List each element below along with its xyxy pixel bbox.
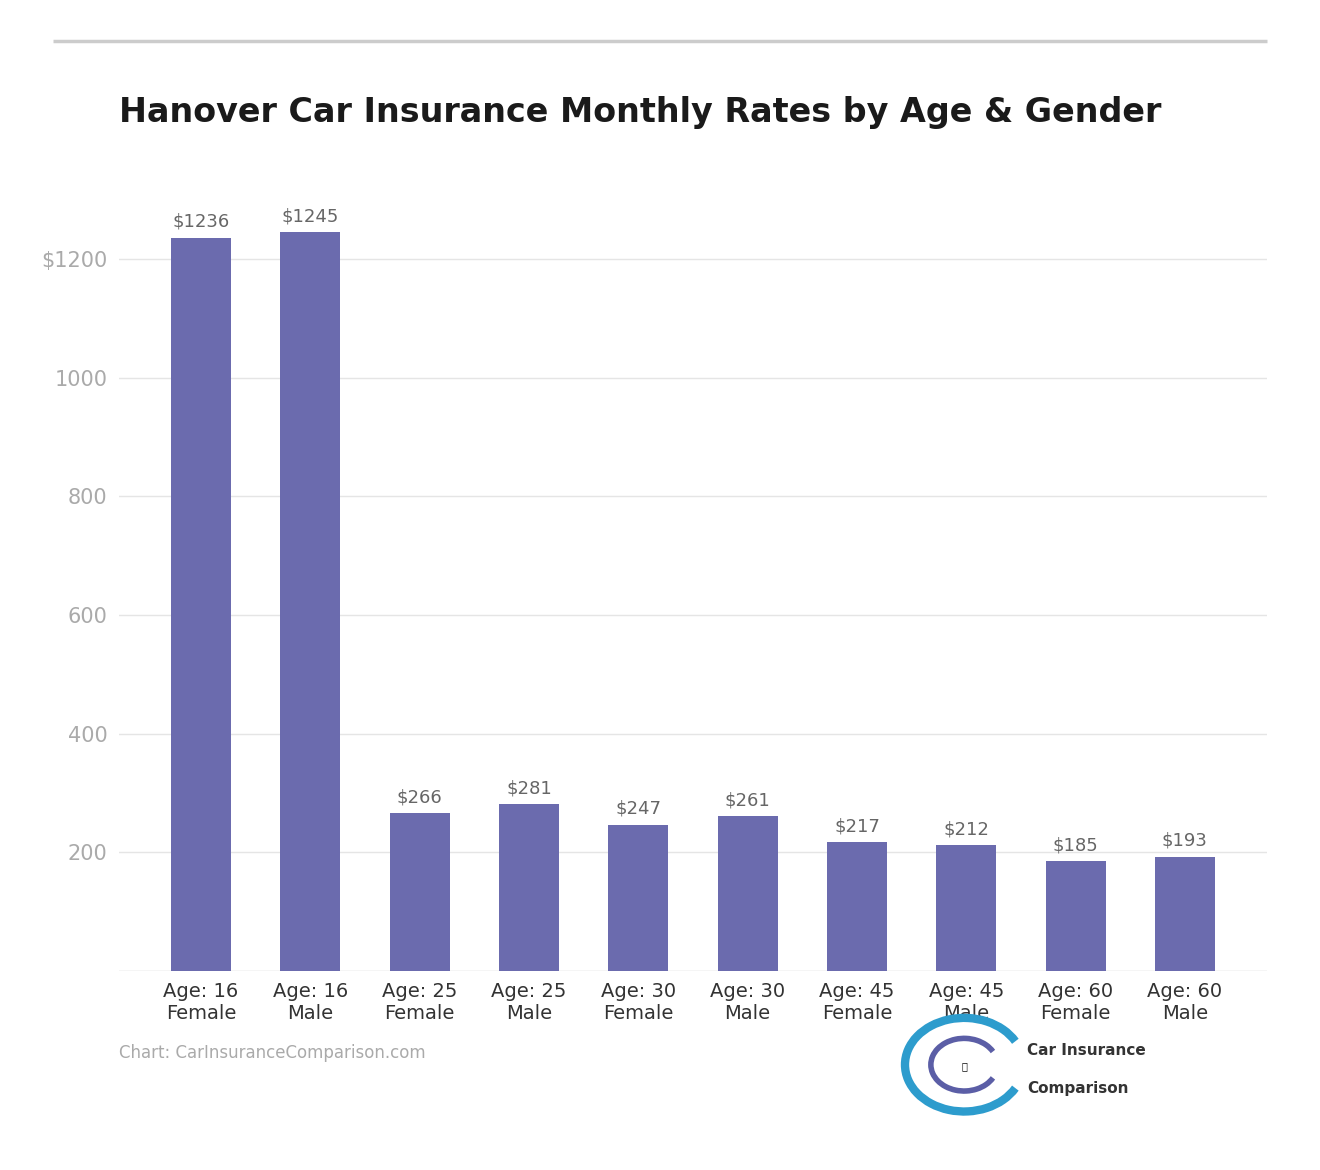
Text: $1236: $1236 xyxy=(173,213,230,230)
Bar xyxy=(1155,856,1214,971)
Text: $217: $217 xyxy=(834,817,880,835)
Bar xyxy=(280,232,341,971)
Bar xyxy=(718,817,777,971)
Bar xyxy=(1045,861,1106,971)
Bar xyxy=(389,813,450,971)
Text: $266: $266 xyxy=(397,789,442,806)
Text: Car Insurance: Car Insurance xyxy=(1027,1042,1146,1058)
Bar xyxy=(826,842,887,971)
Text: $247: $247 xyxy=(615,799,661,818)
Text: $1245: $1245 xyxy=(281,207,339,225)
Text: 🚗: 🚗 xyxy=(961,1061,968,1072)
Text: $281: $281 xyxy=(506,779,552,797)
Bar xyxy=(499,804,560,971)
Bar xyxy=(609,825,668,971)
Bar xyxy=(936,845,997,971)
Text: $212: $212 xyxy=(944,820,989,838)
Text: Hanover Car Insurance Monthly Rates by Age & Gender: Hanover Car Insurance Monthly Rates by A… xyxy=(119,96,1162,129)
Text: $261: $261 xyxy=(725,791,771,810)
Text: $185: $185 xyxy=(1053,837,1098,854)
Text: Chart: CarInsuranceComparison.com: Chart: CarInsuranceComparison.com xyxy=(119,1044,425,1062)
Text: Comparison: Comparison xyxy=(1027,1081,1129,1095)
Text: $193: $193 xyxy=(1162,832,1208,849)
Bar xyxy=(172,238,231,971)
